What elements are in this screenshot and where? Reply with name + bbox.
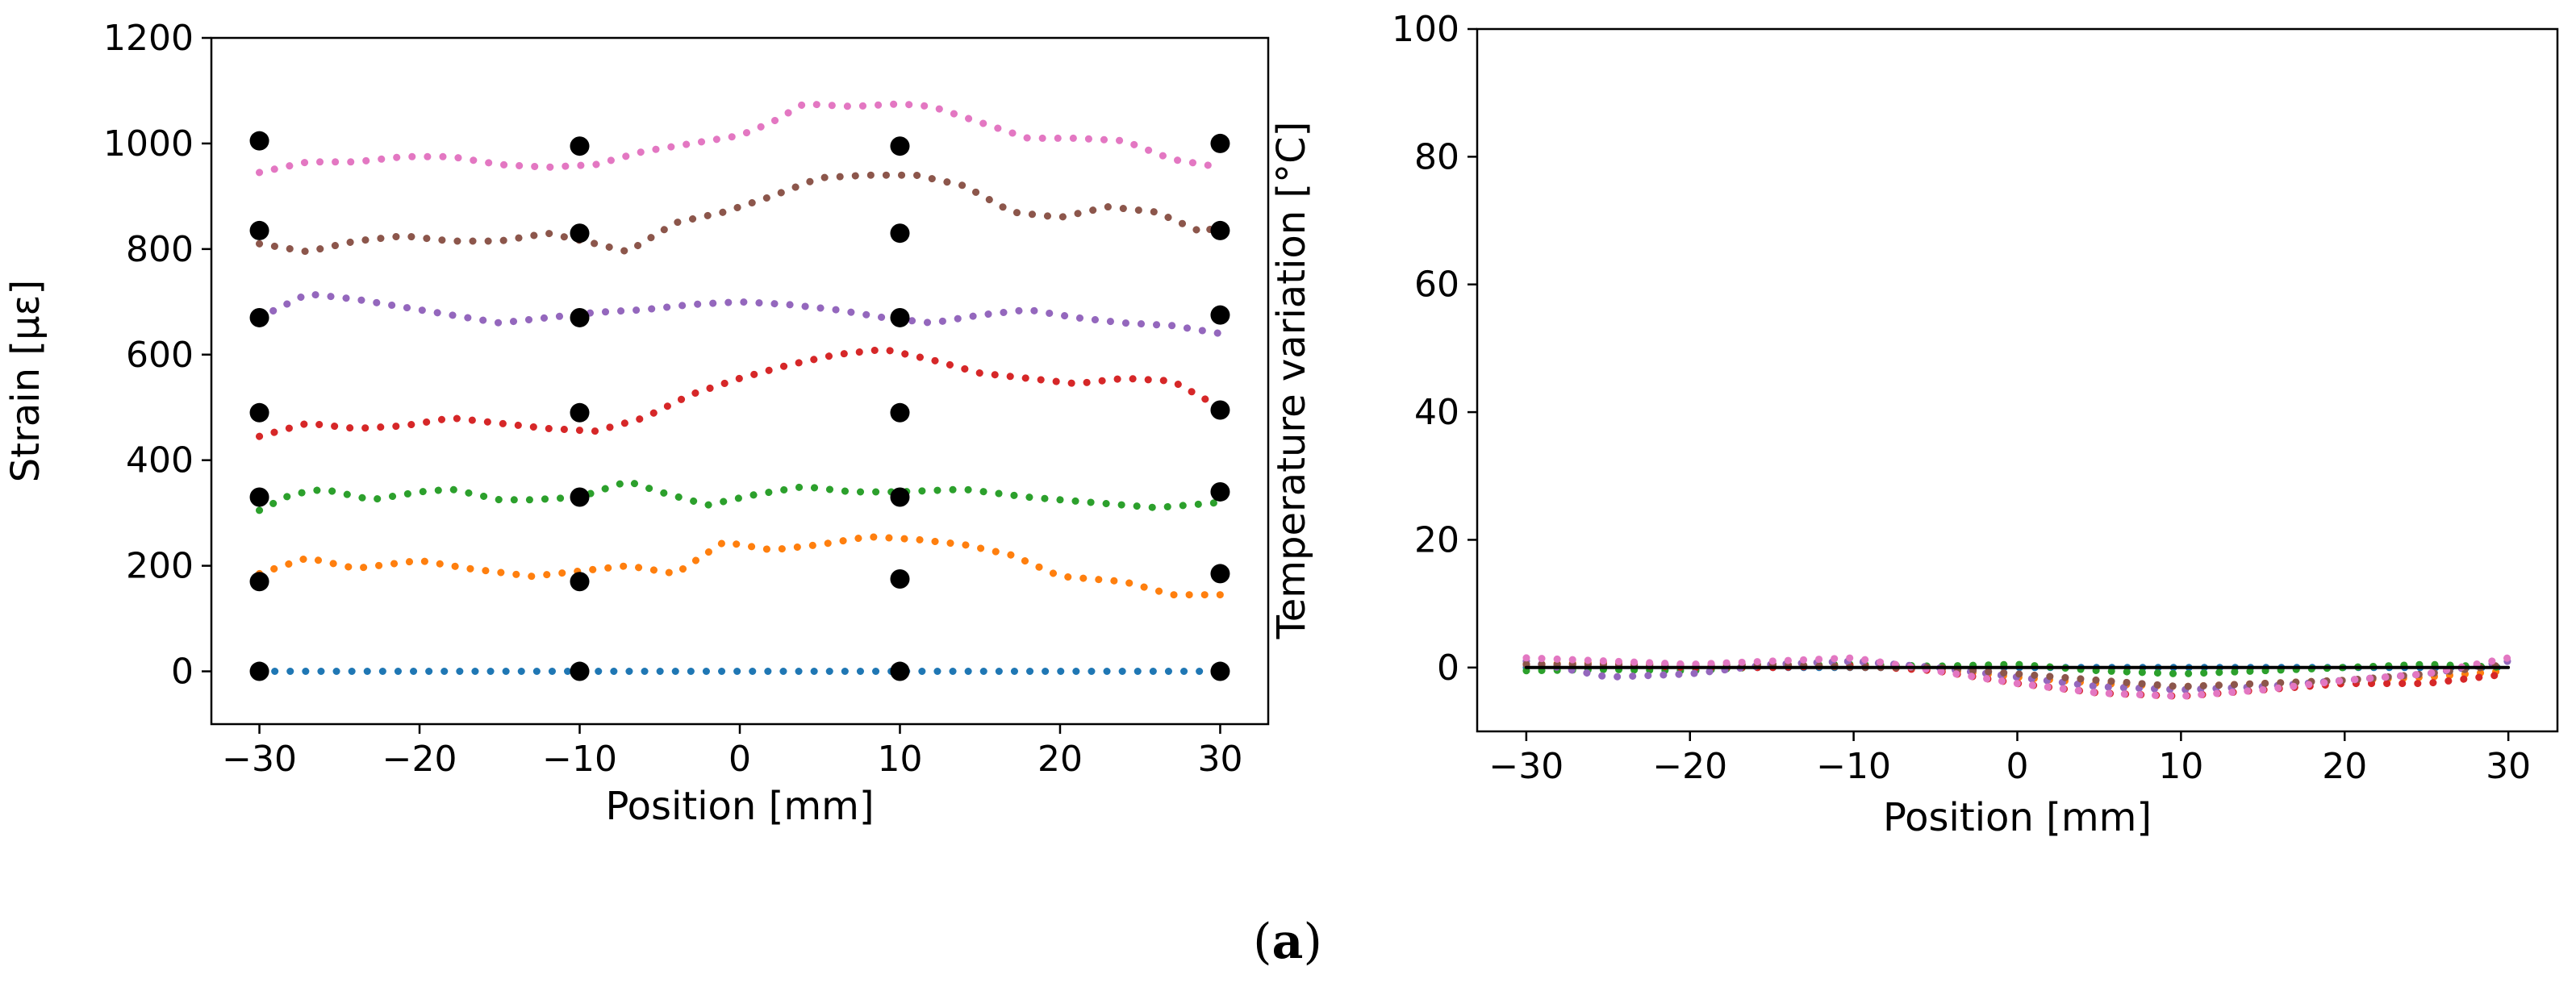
y-tick-label: 100 bbox=[1392, 9, 1459, 50]
data-point-measured bbox=[570, 487, 590, 507]
x-tick-label: −10 bbox=[1816, 746, 1891, 787]
x-tick-label: −10 bbox=[542, 739, 617, 780]
series-series-4 bbox=[256, 345, 1224, 440]
caption-open: ( bbox=[1253, 914, 1271, 970]
y-tick-label: 80 bbox=[1414, 136, 1459, 177]
y-tick-label: 1000 bbox=[103, 123, 194, 164]
series-series-3 bbox=[256, 477, 1224, 514]
x-tick-label: 10 bbox=[2158, 746, 2203, 787]
x-tick-label: 10 bbox=[877, 739, 922, 780]
data-point-measured bbox=[1210, 220, 1230, 240]
x-tick-label: 30 bbox=[2486, 746, 2531, 787]
x-tick-label: −20 bbox=[1652, 746, 1727, 787]
data-point-measured bbox=[1210, 305, 1230, 325]
data-point-measured bbox=[890, 223, 910, 244]
x-tick-label: 20 bbox=[1037, 739, 1083, 780]
y-tick-label: 1200 bbox=[103, 18, 194, 59]
y-tick-label: 800 bbox=[126, 229, 194, 270]
series-series-7 bbox=[256, 100, 1224, 177]
x-tick-label: 0 bbox=[2006, 746, 2029, 787]
x-tick-label: 20 bbox=[2322, 746, 2367, 787]
temperature-chart: −30 −20 −10 0 10 20 30 0 20 40 60 80 100 Position [mm… bbox=[1269, 9, 2559, 840]
data-point-measured bbox=[890, 487, 910, 507]
data-point-measured bbox=[570, 661, 590, 681]
x-tick-label: −20 bbox=[382, 739, 457, 780]
data-point-measured bbox=[1210, 661, 1230, 681]
series-line-series-2 bbox=[256, 533, 1224, 599]
data-point-measured bbox=[570, 307, 590, 327]
series-line-series-7 bbox=[1522, 654, 2512, 700]
series-measured bbox=[249, 131, 1230, 681]
y-tick-label: 600 bbox=[126, 335, 194, 376]
x-tick-label: 0 bbox=[729, 739, 751, 780]
data-point-measured bbox=[890, 661, 910, 681]
series-line-series-6 bbox=[1522, 660, 2512, 691]
y-tick-label: 0 bbox=[171, 652, 194, 693]
series-line-series-7 bbox=[256, 100, 1224, 177]
plot-frame bbox=[1476, 27, 2559, 733]
y-tick-label: 400 bbox=[126, 440, 194, 481]
data-point-measured bbox=[890, 136, 910, 156]
x-tick-label: −30 bbox=[1488, 746, 1564, 787]
series-line-series-6 bbox=[256, 171, 1224, 256]
series-series-6 bbox=[1522, 660, 2512, 691]
data-point-measured bbox=[570, 136, 590, 156]
data-point-measured bbox=[249, 572, 269, 592]
y-tick-label: 0 bbox=[1437, 648, 1459, 689]
x-axis-label: Position [mm] bbox=[605, 784, 874, 829]
series-line-series-5 bbox=[256, 290, 1224, 338]
caption-close: ) bbox=[1303, 914, 1321, 970]
data-point-measured bbox=[570, 223, 590, 244]
x-tick-label: −30 bbox=[222, 739, 297, 780]
series-series-7 bbox=[1522, 654, 2512, 700]
data-point-measured bbox=[570, 572, 590, 592]
series-line-series-3 bbox=[256, 477, 1224, 514]
x-tick-label: 30 bbox=[1197, 739, 1242, 780]
y-tick-label: 40 bbox=[1414, 392, 1459, 433]
data-point-measured bbox=[1210, 481, 1230, 502]
y-tick-label: 200 bbox=[126, 546, 194, 587]
strain-chart: −30 −20 −10 0 10 20 30 0 200 400 600 800 1000 1200 Pos… bbox=[3, 18, 1270, 829]
data-point-measured bbox=[249, 131, 269, 151]
data-point-measured bbox=[570, 402, 590, 423]
data-point-measured bbox=[249, 487, 269, 507]
data-point-measured bbox=[1210, 133, 1230, 153]
series-series-2 bbox=[256, 533, 1224, 599]
series-line-series-4 bbox=[256, 345, 1224, 440]
y-axis-label: Temperature variation [°C] bbox=[1269, 122, 1314, 640]
y-tick-label: 20 bbox=[1414, 519, 1459, 560]
figure-caption: (a) bbox=[1253, 914, 1322, 970]
data-point-measured bbox=[249, 661, 269, 681]
data-point-measured bbox=[249, 402, 269, 423]
data-point-measured bbox=[1210, 400, 1230, 420]
data-point-measured bbox=[890, 402, 910, 423]
y-tick-label: 60 bbox=[1414, 264, 1459, 306]
y-axis-label: Strain [με] bbox=[3, 280, 48, 482]
data-point-measured bbox=[890, 307, 910, 327]
data-point-measured bbox=[249, 307, 269, 327]
data-point-measured bbox=[249, 220, 269, 240]
data-point-measured bbox=[890, 568, 910, 589]
series-series-6 bbox=[256, 171, 1224, 256]
data-point-measured bbox=[1210, 564, 1230, 584]
series-series-5 bbox=[256, 290, 1224, 338]
x-axis-label: Position [mm] bbox=[1883, 795, 2152, 840]
caption-letter: a bbox=[1272, 914, 1304, 970]
